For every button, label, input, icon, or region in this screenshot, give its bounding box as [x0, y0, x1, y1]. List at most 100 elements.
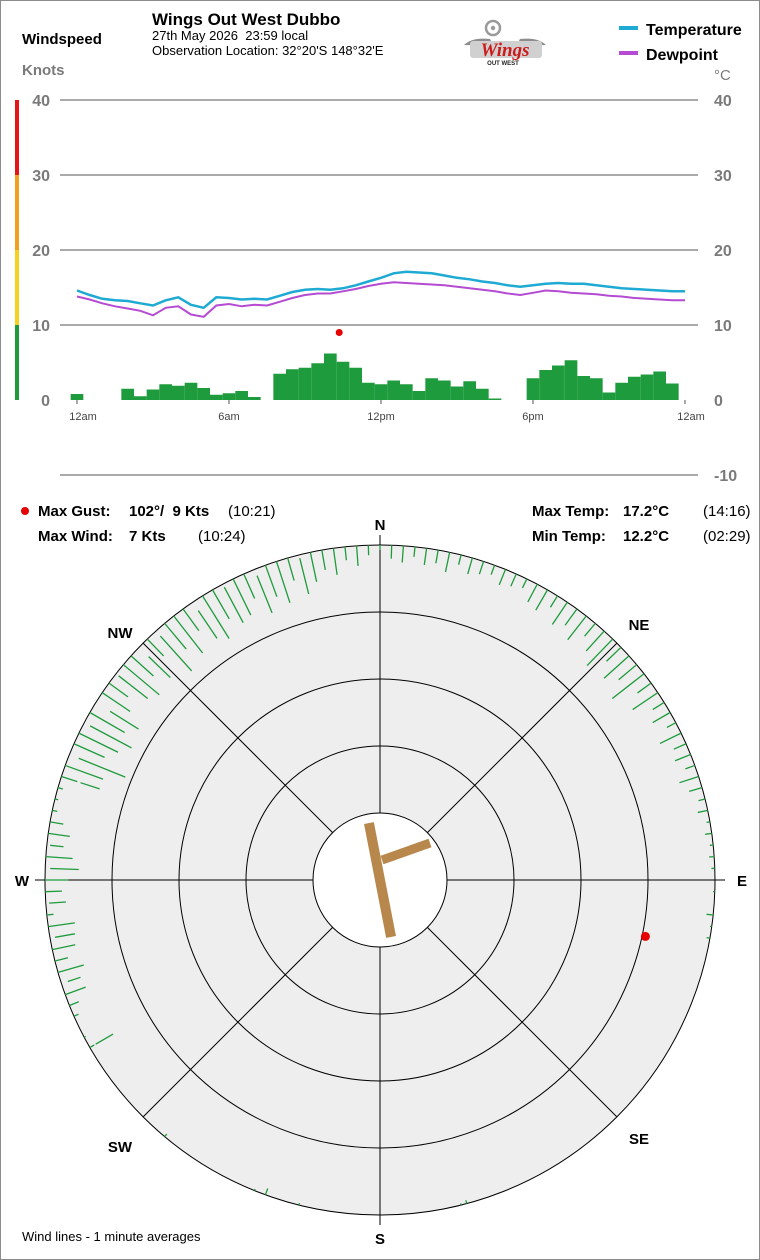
min-temp-value: 12.2°C: [623, 528, 669, 545]
wind-line: [109, 710, 139, 730]
wind-line: [197, 610, 218, 639]
legend: Temperature Dewpoint: [619, 22, 742, 64]
wind-line: [89, 725, 132, 749]
wind-line: [606, 646, 622, 662]
wind-line: [688, 787, 703, 792]
wind-bar: [590, 378, 603, 400]
left-tick-label: 0: [41, 393, 50, 410]
wind-line: [706, 913, 714, 916]
wind-bar: [286, 369, 299, 400]
wind-line: [567, 615, 587, 641]
right-tick-label: -10: [714, 468, 737, 485]
right-tick-label: 20: [714, 243, 732, 260]
wind-line: [52, 809, 58, 813]
compass-sw: SW: [108, 1139, 133, 1156]
wind-line: [413, 546, 416, 557]
wind-line: [50, 844, 64, 848]
celsius-unit-label: °C: [714, 67, 731, 84]
compass-w: W: [15, 873, 30, 890]
wind-line: [652, 711, 671, 724]
compass-se: SE: [629, 1131, 649, 1148]
windrose-spokes: [34, 534, 726, 1226]
compass-n: N: [375, 517, 386, 534]
wind-bar: [476, 388, 489, 400]
wind-line: [54, 957, 69, 962]
wind-line: [122, 664, 160, 696]
logo-subtext: OUT WEST: [487, 61, 519, 67]
wind-bar: [134, 396, 147, 400]
scale-segment: [15, 325, 19, 400]
wind-bar: [374, 384, 388, 400]
legend-swatch-dewpoint: [619, 51, 638, 55]
wind-bar: [210, 394, 223, 400]
dewpoint-line: [76, 281, 685, 318]
min-temp-time: (02:29): [703, 528, 751, 545]
windspeed-bars: [70, 353, 679, 400]
wind-line: [45, 855, 73, 860]
wind-bar: [488, 398, 502, 400]
wind-line: [159, 635, 193, 672]
wind-line: [637, 682, 652, 694]
wind-line: [611, 673, 645, 700]
vane-shaft: [364, 822, 396, 938]
wind-line: [264, 1188, 269, 1196]
left-tick-label: 20: [32, 243, 50, 260]
max-gust-time: (10:21): [228, 503, 276, 520]
wind-bar: [172, 385, 185, 400]
wind-line: [344, 546, 348, 561]
wind-bar: [184, 382, 198, 400]
wind-line: [211, 589, 230, 620]
wind-line: [444, 552, 451, 573]
wind-bar: [463, 381, 476, 400]
wind-line: [698, 798, 706, 802]
left-tick-label: 10: [32, 318, 50, 335]
wind-line: [67, 976, 81, 983]
wind-line: [232, 578, 252, 616]
wind-line: [275, 561, 291, 604]
wind-bar: [539, 370, 552, 400]
wind-bar: [450, 386, 464, 400]
wind-line: [287, 557, 295, 581]
wind-bar: [640, 374, 654, 400]
wind-line: [585, 630, 605, 652]
wind-line: [48, 922, 75, 928]
wind-line: [118, 675, 149, 700]
max-gust-marker: [335, 329, 343, 336]
wind-line: [182, 608, 200, 632]
wind-line: [69, 1001, 79, 1007]
wind-line: [130, 655, 154, 677]
legend-item-dewpoint: Dewpoint: [619, 47, 719, 64]
wind-line: [490, 564, 496, 575]
x-tick-label: 12am: [677, 411, 705, 423]
date-line: 27th May 2026 23:59 local: [152, 28, 308, 43]
wind-line: [173, 615, 204, 654]
temperature-line: [76, 270, 685, 310]
wind-line: [685, 764, 696, 770]
wind-bar: [159, 384, 172, 400]
wind-line: [45, 890, 62, 893]
wind-line: [632, 692, 659, 711]
right-tick-label: 10: [714, 318, 732, 335]
wind-line: [549, 595, 559, 608]
wind-line: [164, 1133, 168, 1138]
wind-line: [243, 573, 256, 599]
wind-line: [78, 732, 119, 753]
wind-bar: [526, 378, 540, 400]
max-temp-value: 17.2°C: [623, 503, 669, 520]
wind-line: [299, 558, 310, 595]
max-temp-time: (14:16): [703, 503, 751, 520]
wind-line: [652, 701, 665, 711]
footnote: Wind lines - 1 minute averages: [22, 1229, 201, 1244]
wind-line: [64, 986, 86, 996]
wind-line: [57, 964, 84, 973]
wind-line: [80, 782, 100, 790]
time-axis-labels: 12am 6am 12pm 6pm 12am: [69, 400, 705, 423]
max-gust-label: Max Gust:: [38, 503, 111, 520]
wind-line: [108, 682, 129, 698]
legend-label-temperature: Temperature: [646, 22, 742, 39]
windrose-spoke: [142, 927, 333, 1118]
wind-line: [223, 586, 244, 623]
wind-bar: [425, 378, 438, 400]
windrose-spoke: [427, 927, 618, 1118]
compass-ne: NE: [629, 617, 650, 634]
